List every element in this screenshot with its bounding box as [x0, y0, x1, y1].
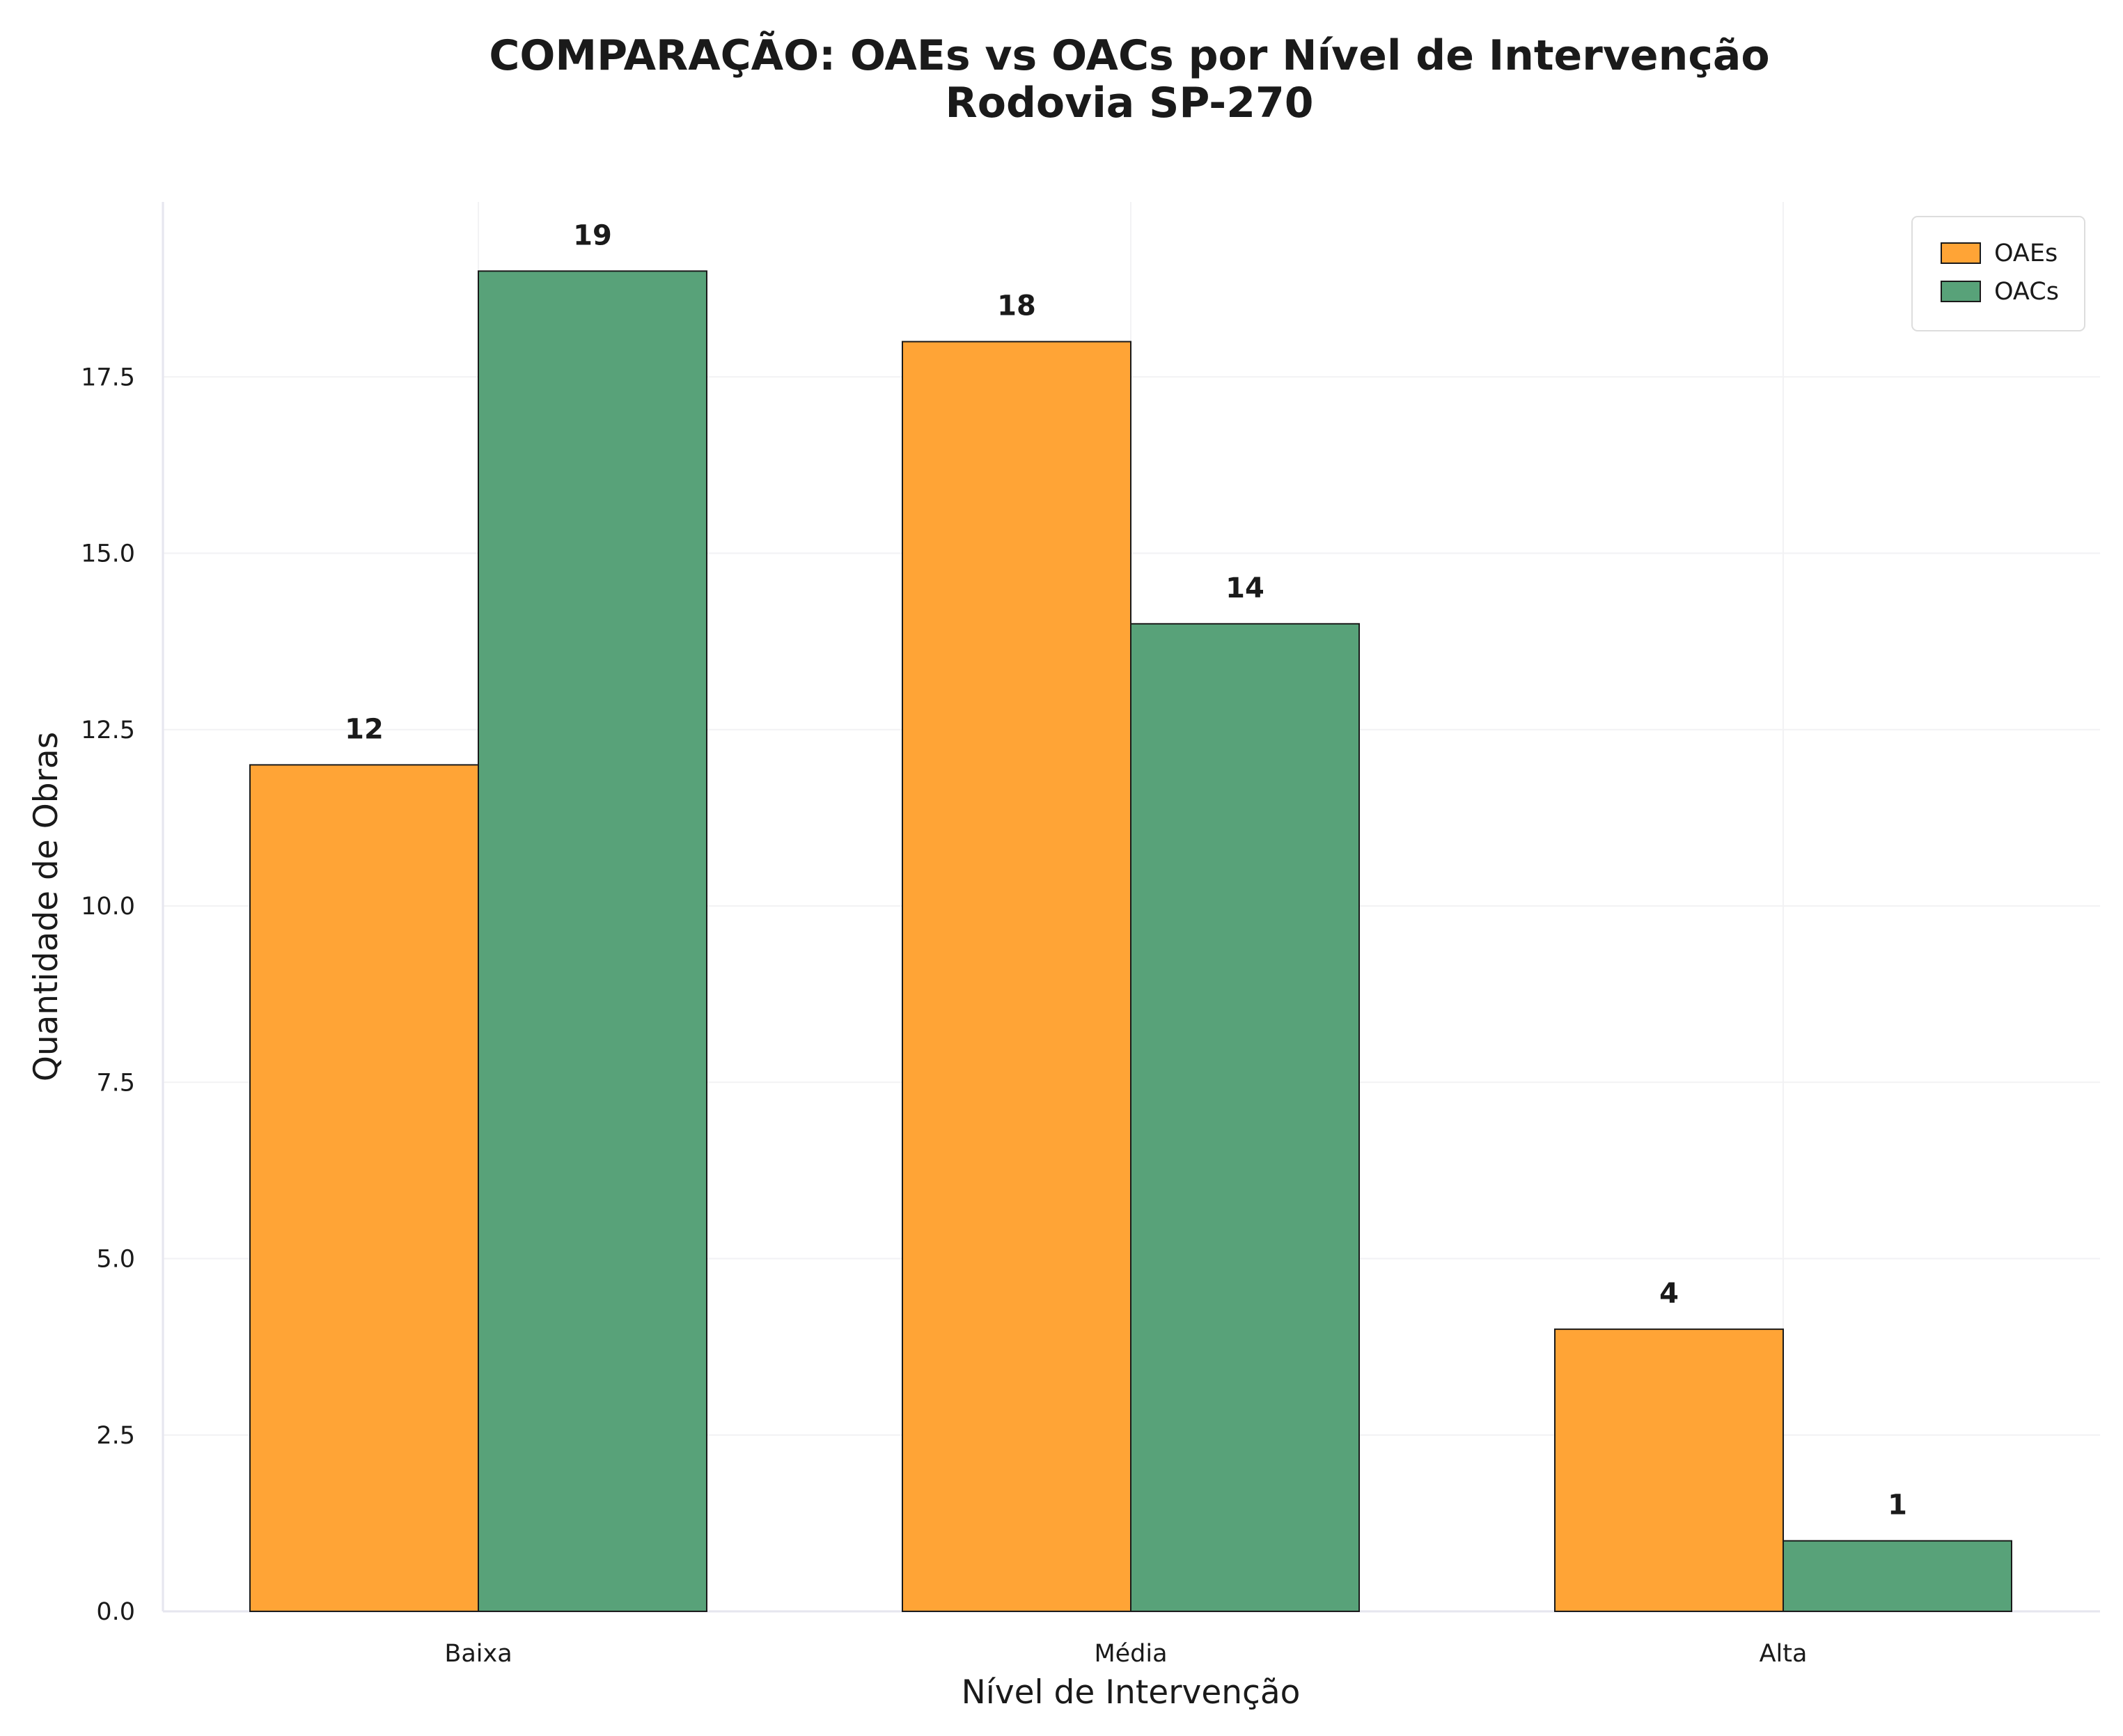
y-tick-label: 0.0 — [96, 1598, 135, 1626]
y-axis-title: Quantidade de Obras — [27, 732, 65, 1081]
legend-label: OAEs — [1994, 240, 2058, 267]
y-tick-label: 2.5 — [96, 1422, 135, 1450]
y-tick-label: 17.5 — [81, 363, 135, 391]
y-tick-label: 5.0 — [96, 1246, 135, 1274]
y-ticks: 0.0 2.5 5.0 7.5 10.0 12.5 15.0 17.5 — [81, 363, 135, 1626]
value-label: 18 — [997, 290, 1036, 322]
legend: OAEs OACs — [1911, 216, 2085, 331]
y-tick-label: 10.0 — [81, 893, 135, 921]
bar-oacs-alta — [1783, 1540, 2012, 1612]
value-label: 19 — [573, 219, 612, 251]
x-axis-title: Nível de Intervenção — [962, 1673, 1301, 1712]
chart-title: COMPARAÇÃO: OAEs vs OACs por Nível de In… — [489, 30, 1769, 80]
value-label: 12 — [345, 713, 384, 745]
value-label: 1 — [1888, 1489, 1907, 1522]
y-tick-label: 12.5 — [81, 717, 135, 744]
bar-oacs-baixa — [478, 270, 707, 1612]
value-labels: 12 18 4 19 14 1 — [345, 219, 1907, 1521]
y-tick-label: 7.5 — [96, 1069, 135, 1097]
legend-swatch — [1941, 281, 1981, 302]
x-tick-label: Média — [1094, 1640, 1167, 1668]
bar-oacs-média — [1130, 623, 1360, 1612]
bar-oaes-média — [902, 341, 1131, 1613]
legend-label: OACs — [1994, 278, 2059, 306]
value-label: 4 — [1659, 1278, 1679, 1310]
x-tick-label: Baixa — [444, 1640, 512, 1668]
x-tick-label: Alta — [1760, 1640, 1808, 1668]
bars — [249, 270, 2012, 1613]
value-label: 14 — [1225, 572, 1264, 604]
x-ticks: Baixa Média Alta — [444, 1640, 1807, 1668]
bar-oaes-baixa — [249, 764, 479, 1612]
y-tick-label: 15.0 — [81, 540, 135, 568]
legend-swatch — [1941, 242, 1981, 264]
chart-subtitle: Rodovia SP-270 — [946, 79, 1314, 127]
legend-frame — [1911, 216, 2085, 331]
bar-oaes-alta — [1554, 1328, 1784, 1613]
